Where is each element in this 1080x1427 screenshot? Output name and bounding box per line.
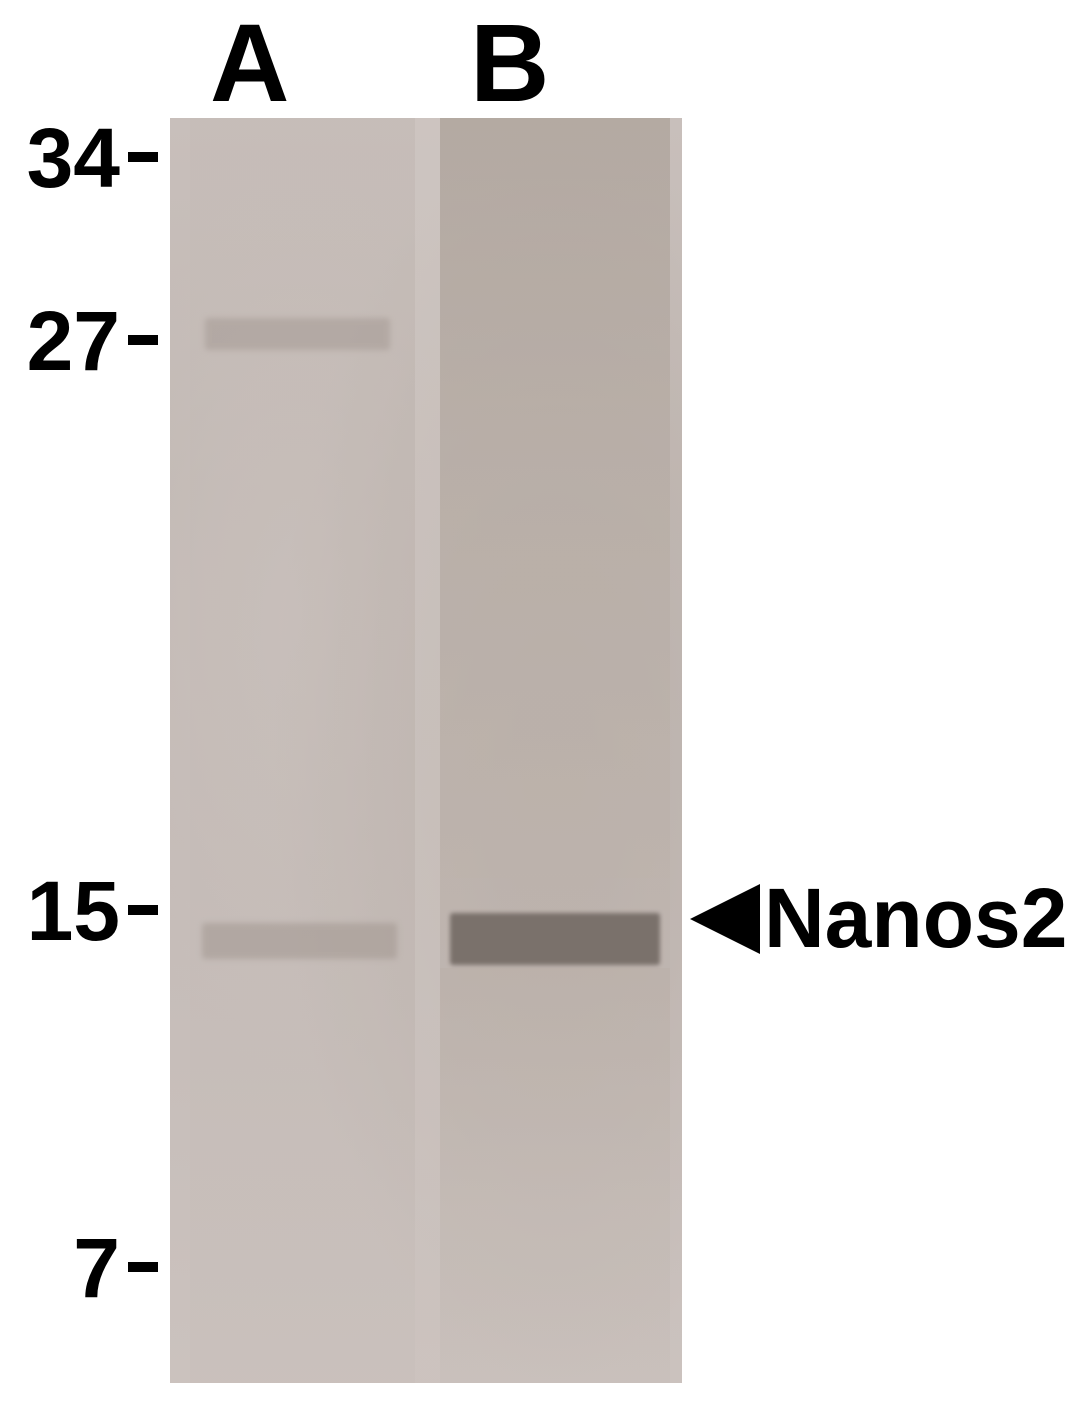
lane-b-band-target (450, 913, 660, 965)
mw-marker-27: 27 (27, 293, 120, 390)
lane-a (190, 118, 415, 1383)
mw-15-value: 15 (27, 864, 120, 958)
lane-a-band-upper (205, 318, 390, 350)
lane-header-a: A (210, 0, 289, 127)
blot-membrane (170, 118, 682, 1383)
lane-header-b: B (470, 0, 549, 127)
mw-marker-15: 15 (27, 863, 120, 960)
mw-tick-15 (128, 905, 158, 915)
lane-b-trail (440, 968, 670, 1368)
mw-7-value: 7 (73, 1221, 120, 1315)
lane-a-label: A (210, 2, 289, 125)
lane-b-smear (440, 118, 670, 878)
mw-marker-34: 34 (27, 110, 120, 207)
western-blot-figure: A B 34 27 15 7 (0, 0, 1080, 1427)
target-arrow-label: Nanos2 (690, 870, 1067, 967)
lane-a-band-target (202, 923, 397, 959)
mw-tick-27 (128, 335, 158, 345)
arrow-left-icon (690, 884, 760, 954)
mw-27-value: 27 (27, 294, 120, 388)
mw-34-value: 34 (27, 111, 120, 205)
lane-b (440, 118, 670, 1383)
lane-b-label: B (470, 2, 549, 125)
mw-tick-7 (128, 1262, 158, 1272)
target-protein-name: Nanos2 (764, 870, 1067, 967)
mw-marker-7: 7 (73, 1220, 120, 1317)
mw-tick-34 (128, 152, 158, 162)
lane-divider (415, 118, 440, 1383)
